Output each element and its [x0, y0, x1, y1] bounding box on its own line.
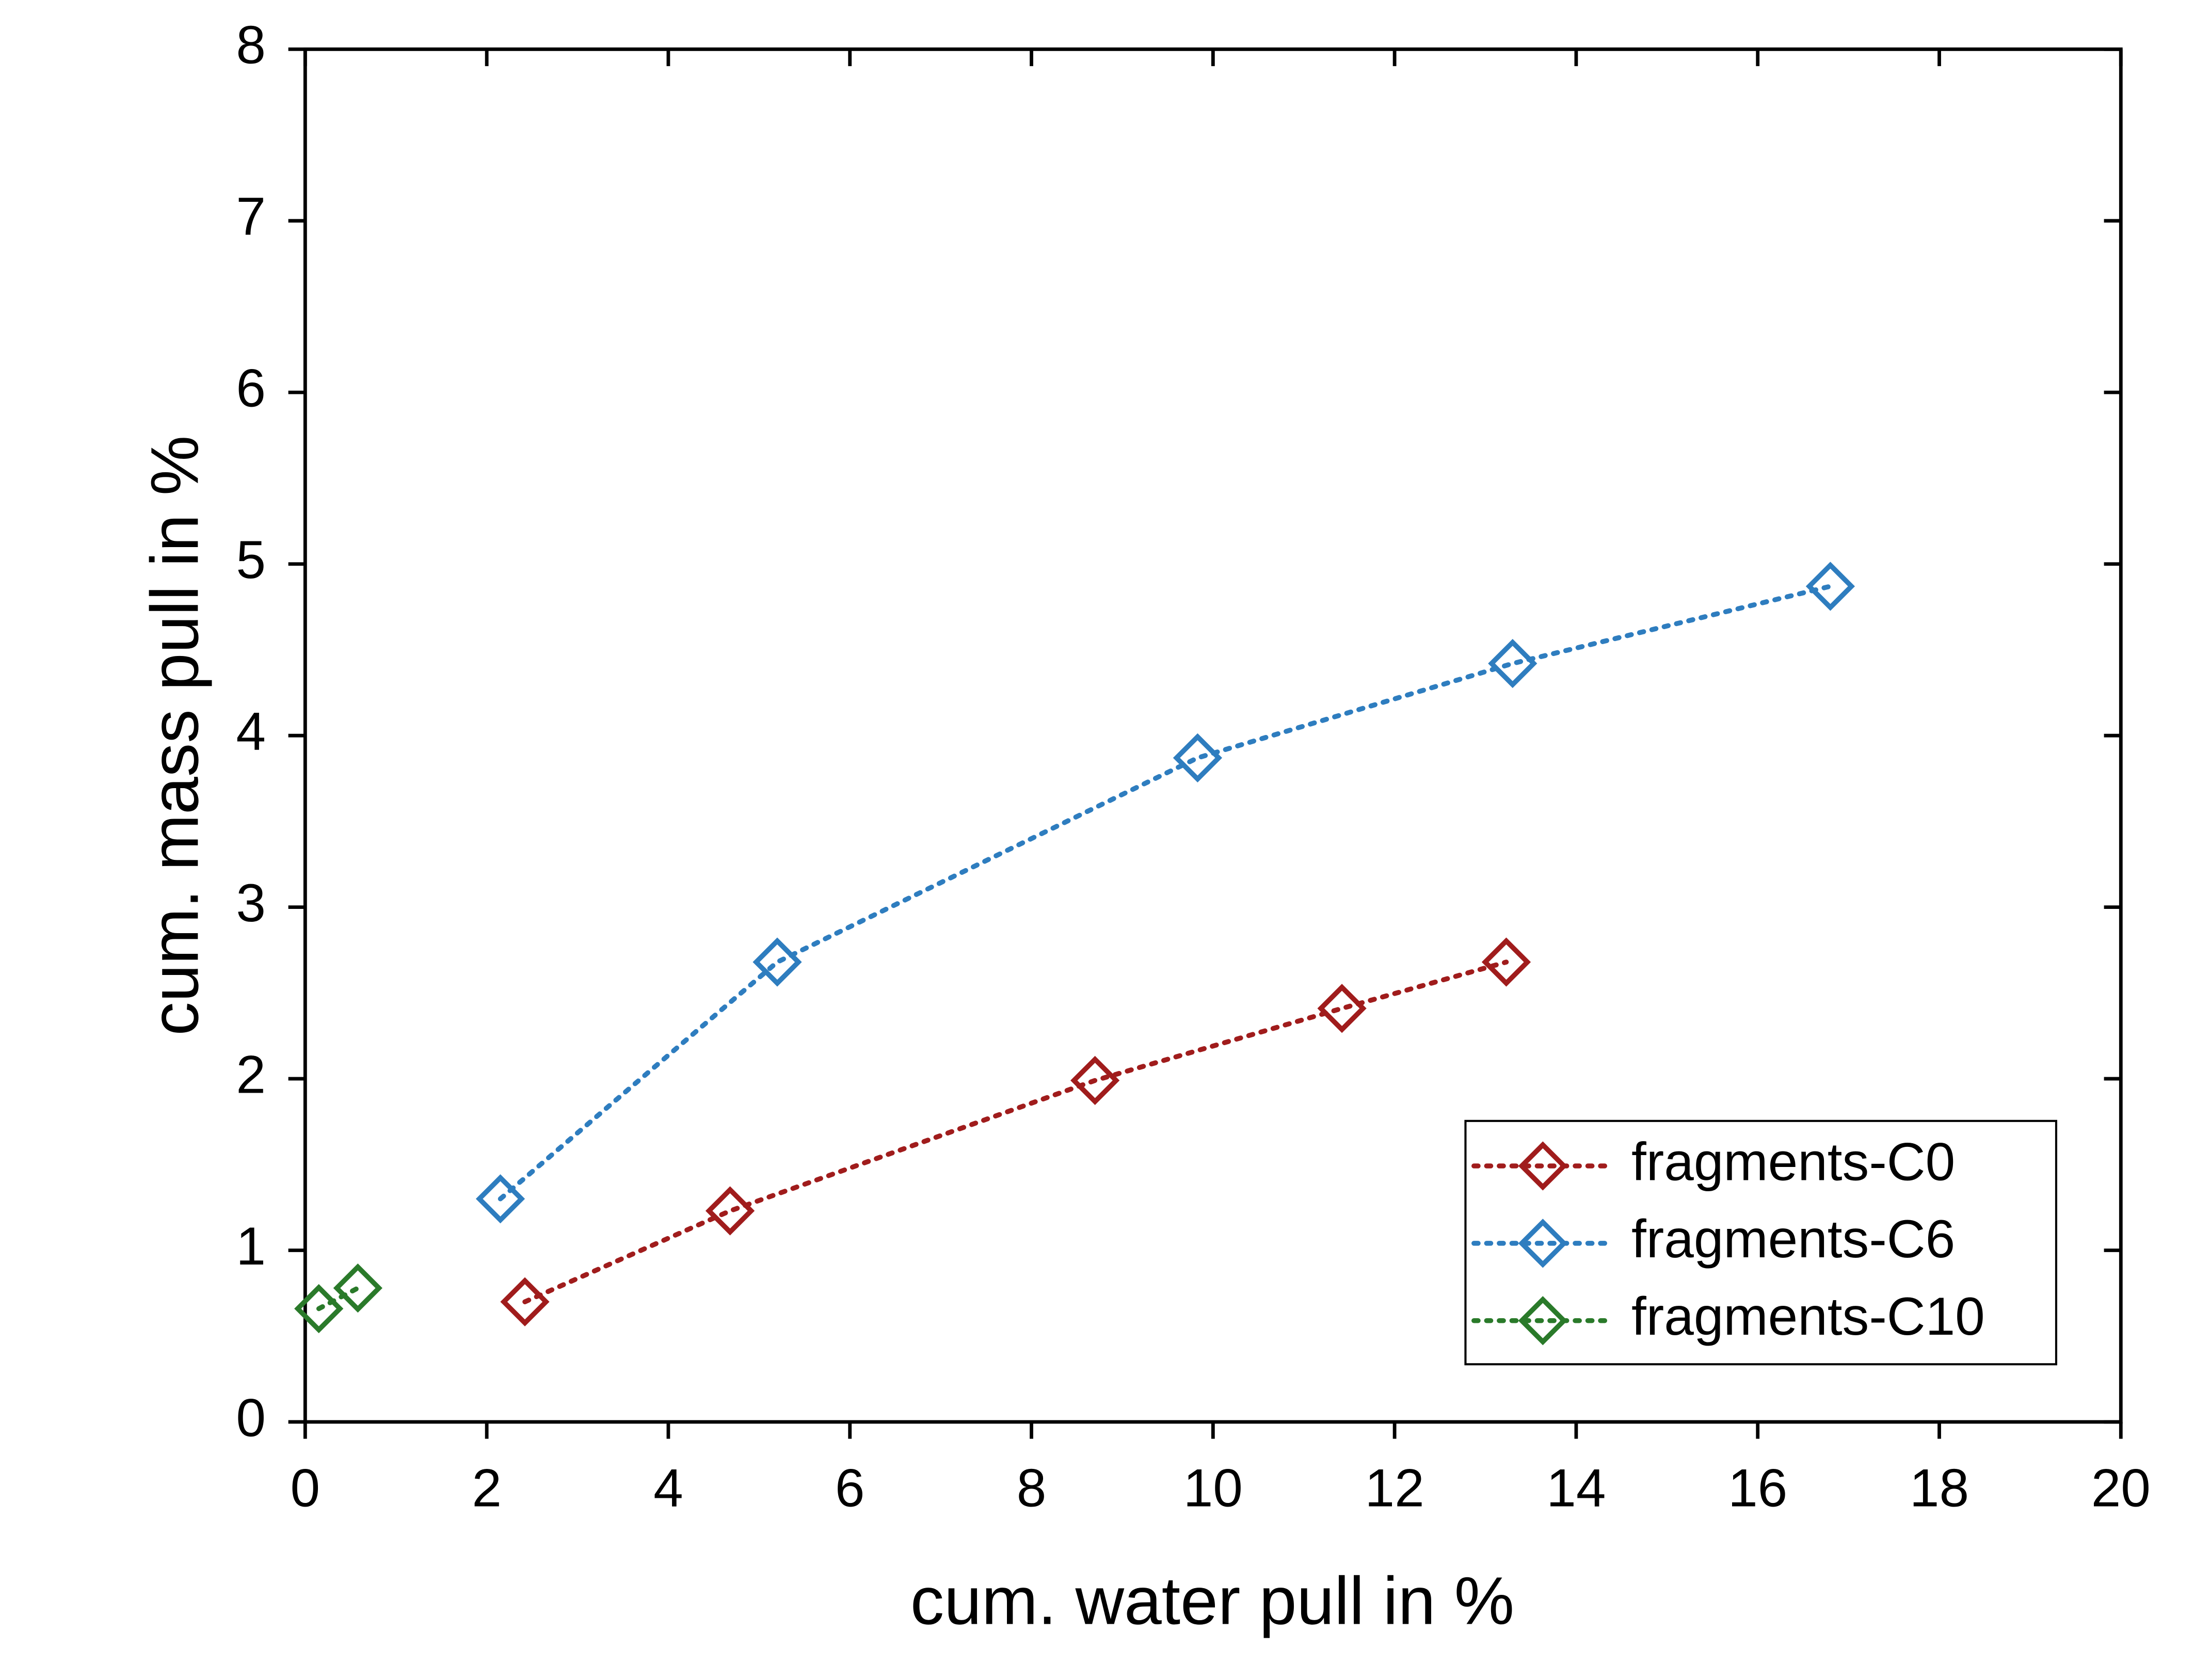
- x-tick-label: 10: [1183, 1458, 1243, 1518]
- x-axis-label: cum. water pull in %: [910, 1563, 1514, 1638]
- x-tick-label: 0: [291, 1458, 321, 1518]
- marker: [1488, 638, 1538, 689]
- y-tick-label: 5: [236, 530, 266, 589]
- y-tick-label: 8: [236, 15, 266, 75]
- y-tick-label: 6: [236, 358, 266, 418]
- marker: [333, 1263, 382, 1313]
- y-tick-label: 0: [236, 1387, 266, 1447]
- marker: [1481, 937, 1531, 987]
- y-tick-label: 3: [236, 873, 266, 933]
- marker: [500, 1277, 550, 1326]
- x-tick-label: 4: [653, 1458, 683, 1518]
- marker: [705, 1186, 755, 1236]
- x-tick-label: 6: [835, 1458, 865, 1518]
- marker: [752, 937, 802, 987]
- y-axis-label: cum. mass pull in %: [137, 436, 212, 1036]
- x-tick-label: 20: [2091, 1458, 2151, 1518]
- marker: [475, 1174, 525, 1224]
- x-tick-label: 2: [472, 1458, 502, 1518]
- marker: [1173, 733, 1223, 783]
- legend-marker: [1518, 1296, 1567, 1346]
- x-tick-label: 8: [1017, 1458, 1047, 1518]
- series-line: [522, 959, 1509, 1305]
- series-line: [498, 584, 1833, 1202]
- y-tick-label: 4: [236, 701, 266, 761]
- x-tick-label: 16: [1728, 1458, 1787, 1518]
- x-tick-label: 12: [1365, 1458, 1424, 1518]
- marker: [294, 1284, 344, 1334]
- legend-marker: [1518, 1219, 1567, 1268]
- x-tick-label: 14: [1546, 1458, 1606, 1518]
- series-line: [316, 1285, 361, 1311]
- y-tick-label: 7: [236, 186, 266, 246]
- legend-marker: [1518, 1141, 1567, 1191]
- marker: [1317, 984, 1367, 1033]
- x-tick-label: 18: [1910, 1458, 1969, 1518]
- legend-label: fragments-C6: [1631, 1209, 1955, 1269]
- legend-label: fragments-C10: [1631, 1286, 1985, 1346]
- marker: [1805, 562, 1855, 611]
- legend-label: fragments-C0: [1631, 1131, 1955, 1191]
- marker: [1070, 1055, 1120, 1106]
- y-tick-label: 2: [236, 1044, 266, 1104]
- y-tick-label: 1: [236, 1216, 266, 1276]
